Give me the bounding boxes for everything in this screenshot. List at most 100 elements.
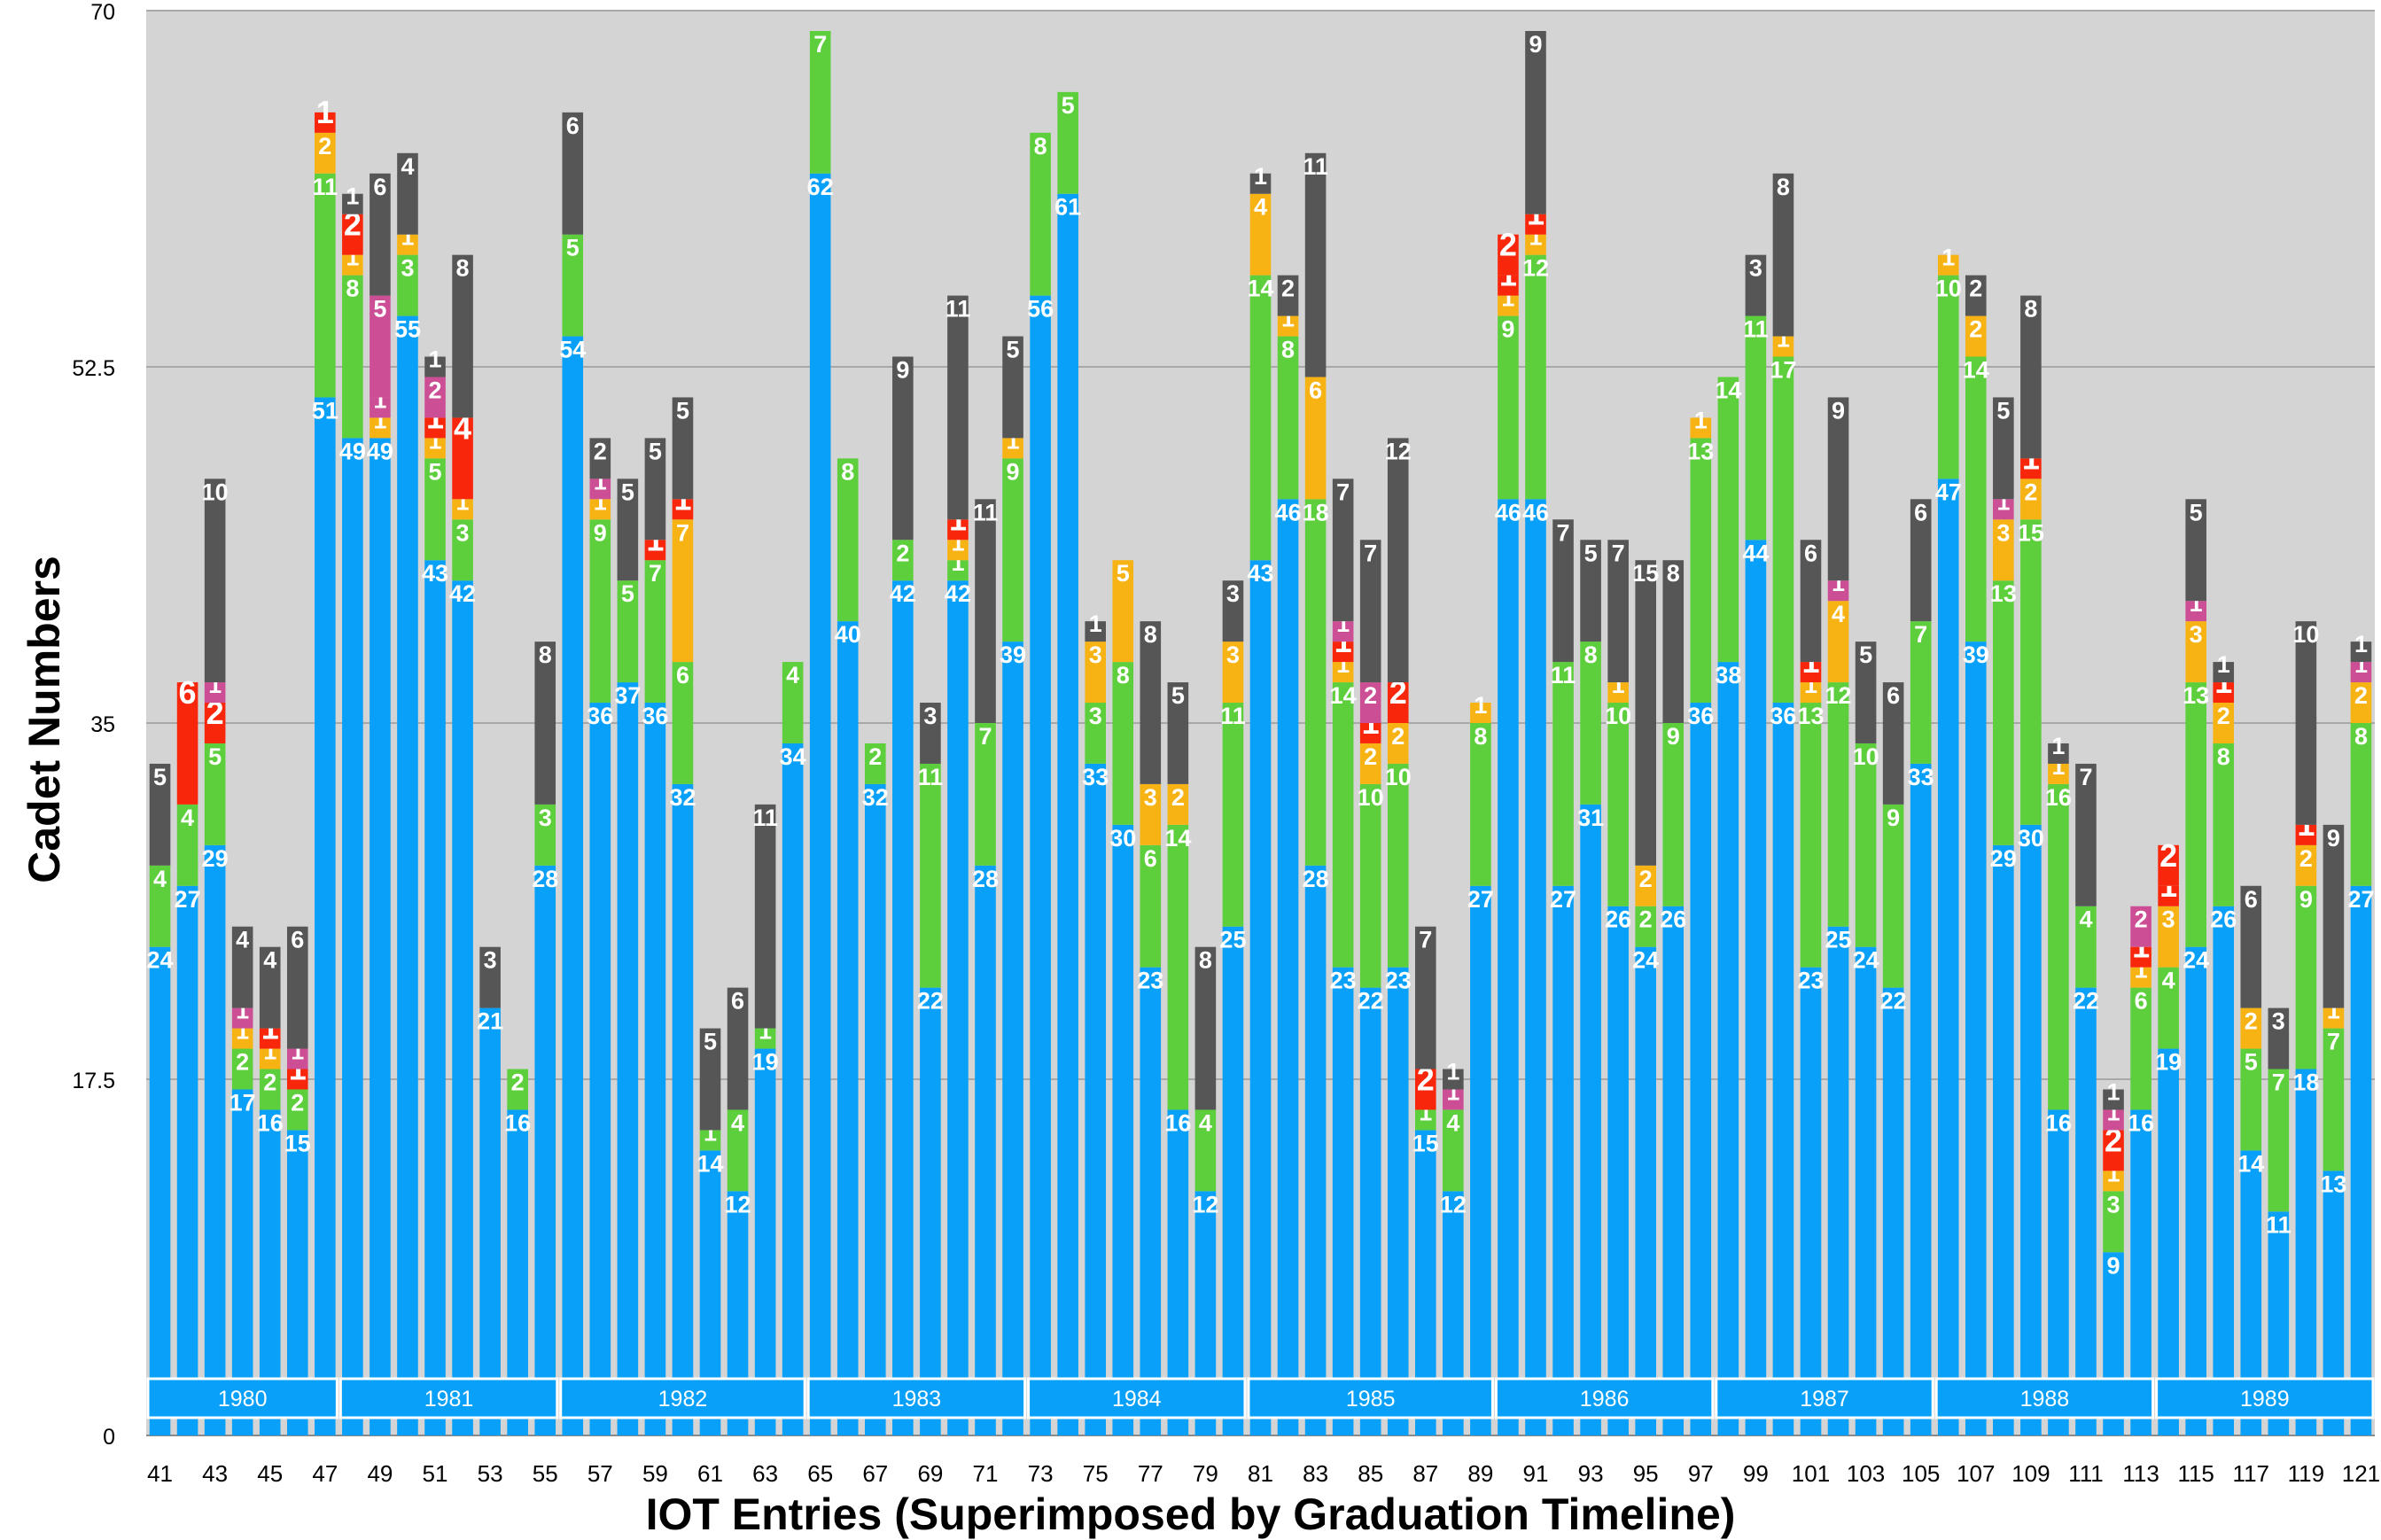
- data-label: 2: [2135, 906, 2148, 933]
- data-label: 26: [2210, 906, 2237, 933]
- x-tick-label: 105: [1902, 1460, 1940, 1487]
- data-label: 14: [1963, 357, 1989, 384]
- data-label: 10: [1853, 743, 1879, 770]
- timeline-year-label: 1983: [892, 1387, 942, 1412]
- bar-segment: [1002, 336, 1023, 439]
- data-label: 14: [2237, 1150, 2264, 1177]
- bar-segment: [589, 438, 611, 479]
- data-label: 36: [587, 703, 613, 729]
- bar-segment: [2020, 824, 2042, 1435]
- bar-segment: [672, 662, 694, 784]
- data-label: 8: [2354, 723, 2368, 750]
- data-label: 2: [1499, 227, 1517, 263]
- bar-segment: [1525, 254, 1546, 500]
- bar-segment: [479, 1007, 501, 1435]
- bar-segment: [2213, 743, 2235, 906]
- bar-segment: [1965, 642, 1987, 1435]
- data-label: 2: [2354, 682, 2368, 709]
- timeline-segment: [1494, 1377, 1715, 1419]
- data-label: 46: [1522, 499, 1549, 525]
- x-tick-label: 51: [423, 1460, 448, 1487]
- data-label: 7: [813, 31, 827, 58]
- bar-segment: [204, 743, 226, 845]
- data-label: 6: [2135, 988, 2148, 1015]
- data-label: 22: [1880, 988, 1907, 1015]
- timeline-segment: [806, 1377, 1027, 1419]
- data-label: 13: [1687, 438, 1714, 464]
- x-tick-label: 99: [1743, 1460, 1769, 1487]
- bar-segment: [2268, 1007, 2290, 1069]
- data-label: 8: [1281, 337, 1295, 363]
- data-label: 54: [559, 337, 586, 363]
- bar-segment: [1167, 824, 1189, 1110]
- x-tick-label: 83: [1303, 1460, 1328, 1487]
- data-label: 55: [394, 316, 421, 343]
- data-label: 38: [1715, 662, 1741, 688]
- data-label: 23: [1385, 968, 1412, 994]
- data-label: 14: [1247, 276, 1273, 302]
- data-label: 22: [917, 988, 944, 1015]
- bar-segment: [1167, 783, 1189, 825]
- timeline-segment: [1027, 1377, 1247, 1419]
- data-label: 2: [1364, 743, 1377, 770]
- data-label: 43: [1247, 560, 1273, 587]
- bar-segment: [1937, 275, 1959, 479]
- data-label: 31: [1577, 805, 1604, 831]
- data-label: 62: [807, 174, 834, 200]
- bar-segment: [452, 499, 473, 520]
- data-label: 39: [1963, 642, 1989, 668]
- bar-segment: [1552, 885, 1574, 1435]
- data-label: 40: [835, 621, 861, 648]
- bar-segment: [342, 214, 363, 255]
- data-label: 49: [367, 438, 393, 464]
- data-label: 5: [1584, 540, 1598, 566]
- timeline-segment: [338, 1377, 559, 1419]
- data-label: 7: [2079, 764, 2092, 790]
- bar-segment: [1277, 275, 1299, 316]
- bar-segment: [1772, 703, 1794, 1435]
- timeline-segment: [1715, 1377, 1934, 1419]
- x-tick-label: 67: [862, 1460, 888, 1487]
- bar-segment: [1882, 987, 1904, 1435]
- y-axis-title: Cadet Numbers: [19, 556, 69, 883]
- bar-segment: [2048, 783, 2069, 1110]
- bar-segment: [2295, 824, 2317, 845]
- bar-segment: [1167, 682, 1189, 784]
- bar-segment: [947, 580, 969, 1435]
- bar-segment: [1993, 580, 2014, 845]
- data-label: 2: [511, 1069, 525, 1096]
- bar-segment: [1249, 173, 1272, 194]
- data-label: 8: [1144, 621, 1157, 648]
- bar-segment: [2075, 906, 2097, 988]
- bar-segment: [947, 560, 969, 581]
- bar-segment: [589, 499, 611, 520]
- bar-segment: [644, 703, 666, 1435]
- data-label: 9: [1832, 397, 1845, 424]
- bar-segment: [589, 703, 611, 1435]
- data-label: 2: [868, 743, 882, 770]
- data-label: 9: [594, 519, 607, 546]
- data-label: 6: [676, 662, 689, 688]
- bar-segment: [1635, 946, 1656, 1435]
- data-label: 2: [1171, 784, 1185, 811]
- bar-segment: [836, 458, 859, 622]
- bar-segment: [1332, 682, 1354, 968]
- bar-segment: [1443, 1109, 1464, 1192]
- bar-segment: [1249, 275, 1272, 561]
- bar-segment: [1498, 499, 1519, 1436]
- data-label: 37: [614, 682, 641, 709]
- data-label: 5: [429, 458, 442, 485]
- data-label: 5: [208, 743, 222, 770]
- timeline-segment: [146, 1377, 338, 1419]
- data-label: 3: [539, 805, 552, 831]
- bar-segment: [1112, 662, 1134, 825]
- data-label: 2: [2024, 478, 2037, 505]
- data-label: 1: [2217, 651, 2230, 678]
- data-label: 22: [1358, 988, 1384, 1015]
- data-label: 46: [1495, 499, 1521, 525]
- bar-segment: [589, 519, 611, 704]
- data-label: 28: [532, 866, 558, 892]
- data-label: 9: [1007, 458, 1020, 485]
- data-label: 3: [923, 703, 937, 729]
